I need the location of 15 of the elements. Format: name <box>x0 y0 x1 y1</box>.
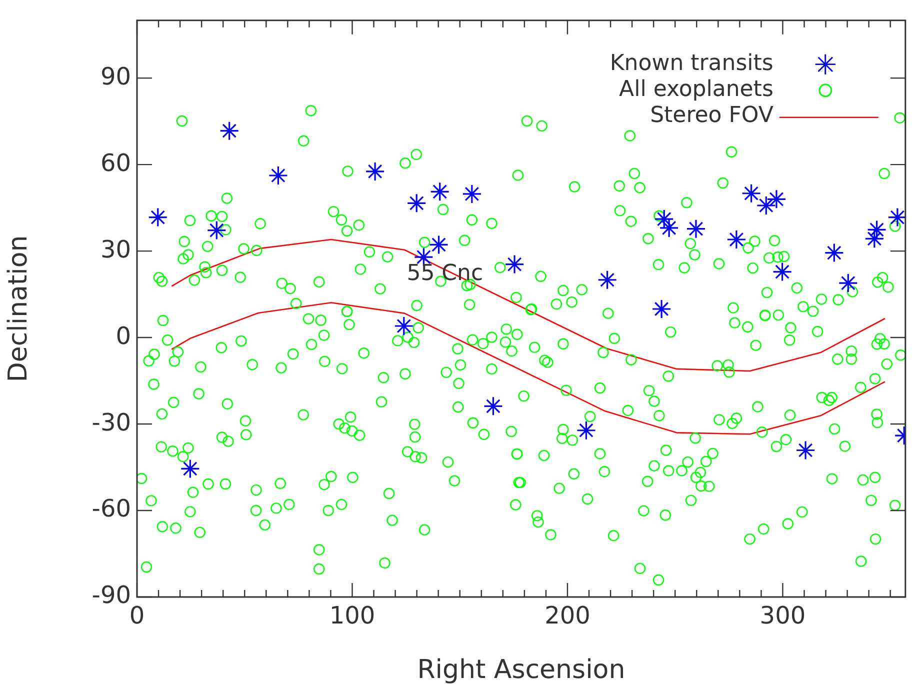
y-tick-label: 30 <box>100 235 131 264</box>
legend-label: Stereo FOV <box>650 103 774 128</box>
legend-label: All exoplanets <box>619 77 774 102</box>
y-tick-label: 60 <box>100 148 131 177</box>
y-tick-label: 0 <box>116 322 131 350</box>
x-tick-label: 200 <box>544 602 590 630</box>
x-tick-label: 300 <box>760 602 806 630</box>
y-tick-label: -60 <box>92 494 131 523</box>
legend-label: Known transits <box>610 51 774 76</box>
x-tick-label: 100 <box>329 602 376 630</box>
y-tick-label: -30 <box>92 408 131 436</box>
x-axis-title: Right Ascension <box>417 655 626 686</box>
y-tick-label: 90 <box>100 62 131 90</box>
y-tick-label: -90 <box>92 581 131 610</box>
y-axis-title: Declination <box>3 235 34 382</box>
